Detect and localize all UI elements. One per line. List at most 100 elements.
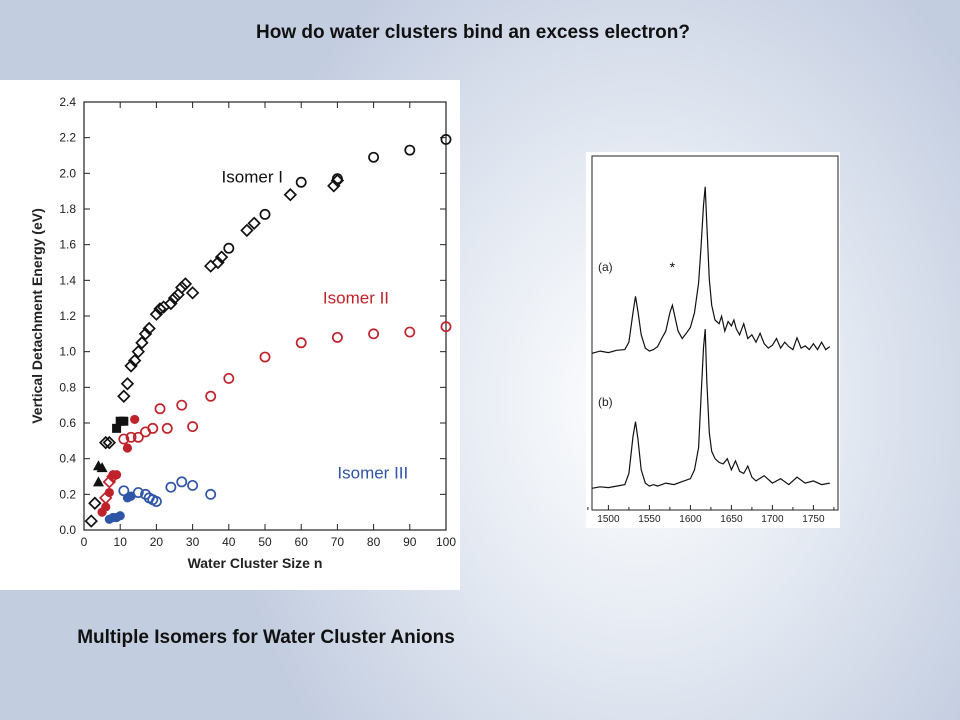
y-tick-label: 1.8 [59, 202, 76, 216]
x-tick-label: 50 [258, 535, 272, 549]
x-tick-label: 80 [367, 535, 381, 549]
data-point-diamond [102, 435, 117, 450]
spec-x-tick-label: 1650 [720, 514, 743, 525]
slide-title: How do water clusters bind an excess ele… [256, 22, 690, 43]
data-point-diamond [211, 255, 225, 270]
y-tick-label: 1.0 [59, 345, 76, 359]
spec-x-tick-label: 1600 [679, 514, 702, 525]
y-tick-label: 0.2 [59, 487, 76, 501]
data-point-circle [176, 476, 188, 488]
x-tick-label: 10 [114, 535, 128, 549]
data-point-diamond [99, 435, 113, 450]
x-tick-label: 40 [222, 535, 236, 549]
data-point-circle [140, 488, 151, 500]
data-point-diamond [185, 286, 200, 300]
data-point-diamond [167, 291, 182, 305]
x-axis-label: Water Cluster Size n [188, 555, 323, 571]
data-point-circle [165, 481, 177, 493]
data-point-diamond [135, 336, 149, 350]
data-point-circle [223, 372, 235, 384]
data-point-circle [259, 208, 271, 220]
data-point-filled-circle [115, 511, 125, 521]
series-3 [104, 476, 217, 524]
data-point-diamond [138, 327, 153, 341]
y-tick-label: 1.2 [59, 309, 76, 323]
data-point-square [112, 423, 122, 433]
spectrum-panel-label: (a) [598, 260, 613, 274]
x-tick-label: 60 [295, 535, 309, 549]
data-point-circle [118, 433, 130, 445]
x-tick-label: 30 [186, 535, 200, 549]
data-point-diamond [175, 280, 189, 295]
x-tick-label: 70 [331, 535, 345, 549]
spectrum-frame [591, 155, 839, 511]
data-point-circle [150, 496, 162, 507]
data-point-circle [187, 421, 199, 433]
data-point-diamond [203, 259, 218, 273]
y-tick-label: 2.0 [59, 166, 76, 180]
data-point-diamond [117, 389, 131, 403]
spectrum-panel-label: (b) [598, 395, 613, 409]
data-point-diamond [149, 307, 164, 321]
series-1 [84, 134, 452, 528]
y-tick-label: 0.0 [59, 523, 76, 537]
peak-asterisk: * [670, 259, 676, 275]
data-point-circle [368, 151, 380, 163]
y-tick-label: 0.6 [59, 416, 76, 430]
data-point-circle [223, 242, 235, 254]
data-point-diamond [102, 475, 117, 489]
data-point-triangle [96, 462, 108, 473]
y-tick-label: 2.2 [59, 131, 76, 145]
data-point-circle [404, 144, 416, 156]
x-tick-label: 100 [436, 535, 456, 549]
data-point-diamond [142, 321, 156, 336]
data-point-circle [132, 431, 144, 443]
y-tick-label: 1.4 [59, 273, 76, 287]
spec-x-tick-label: 1550 [638, 514, 661, 525]
series-2 [97, 321, 452, 517]
data-point-diamond [120, 377, 135, 391]
data-point-circle [154, 403, 166, 415]
spectrum-trace-2 [591, 329, 830, 489]
data-point-square [119, 416, 129, 426]
slide-caption: Multiple Isomers for Water Cluster Anion… [77, 627, 455, 648]
data-point-diamond [153, 302, 167, 316]
data-point-diamond [283, 188, 298, 202]
data-point-circle [404, 326, 416, 338]
data-point-diamond [84, 514, 98, 528]
y-axis-label: Vertical Detachment Energy (eV) [29, 208, 45, 424]
spec-x-tick-label: 1500 [597, 514, 620, 525]
spec-x-tick-label: 1700 [761, 514, 784, 525]
data-point-circle [205, 390, 217, 402]
data-point-filled-circle [122, 443, 133, 453]
data-point-circle [161, 422, 173, 434]
y-tick-label: 0.4 [59, 452, 76, 466]
y-tick-label: 2.4 [59, 95, 76, 109]
data-point-filled-circle [130, 414, 140, 425]
series-label: Isomer II [323, 289, 389, 308]
data-point-filled-circle [104, 487, 114, 498]
y-tick-label: 0.8 [59, 380, 76, 394]
data-point-diamond [178, 277, 193, 291]
x-tick-label: 20 [150, 535, 164, 549]
spec-x-axis-label: Photon Energy (cm⁻¹) [665, 527, 772, 528]
data-point-circle [331, 173, 343, 185]
data-point-diamond [240, 223, 254, 238]
data-point-circle [440, 134, 452, 145]
y-tick-label: 1.6 [59, 238, 76, 252]
data-point-filled-circle [101, 502, 111, 512]
data-point-circle [205, 488, 217, 500]
data-point-circle [295, 176, 307, 188]
data-point-triangle [92, 476, 104, 487]
data-point-diamond [127, 353, 142, 368]
ir-spectrum-chart: 1500 1550 1600 1650 1700 1750 Photon Energy (c… [571, 155, 839, 539]
spec-x-tick-label: 1750 [802, 514, 825, 525]
data-point-circle [259, 351, 271, 363]
data-point-diamond [164, 296, 178, 311]
data-point-diamond [330, 173, 345, 188]
series-label: Isomer III [337, 463, 408, 482]
data-point-circle [176, 399, 188, 411]
data-point-diamond [214, 250, 229, 264]
data-point-filled-circle [126, 491, 136, 501]
vde-chart-panel: 0 10 20 30 40 50 60 70 80 90 100 0.0 0.2 0.4 0.6 0.8 1.0… [0, 80, 460, 590]
